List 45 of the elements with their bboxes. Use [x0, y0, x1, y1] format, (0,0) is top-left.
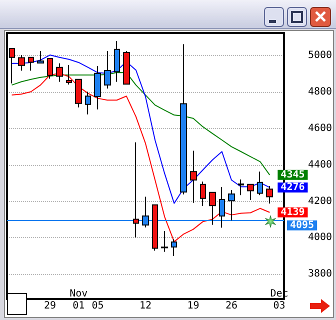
- line-series: [11, 72, 270, 242]
- line-series: [11, 54, 270, 204]
- candlestick: [266, 186, 273, 204]
- candlestick: [18, 54, 25, 72]
- candlestick: [123, 50, 130, 85]
- candlestick: [209, 192, 216, 226]
- candlestick: [247, 184, 254, 201]
- y-tick-label: 4800: [308, 86, 332, 98]
- x-tick-label: 05: [92, 300, 104, 312]
- y-tick-label: 3800: [308, 268, 332, 280]
- y-tick-label: 4000: [308, 232, 332, 244]
- candlestick: [133, 142, 139, 238]
- candlestick: [152, 204, 158, 252]
- y-tick-label: 4600: [308, 123, 332, 134]
- candlestick: [56, 62, 63, 82]
- y-tick-label: 4200: [308, 196, 332, 207]
- candlestick: [75, 78, 82, 108]
- candlestick: [47, 58, 53, 80]
- candlestick: [85, 91, 91, 115]
- y-tick-label: 5000: [308, 50, 332, 62]
- candlestick: [190, 150, 197, 204]
- y-tick-label: 4400: [308, 159, 332, 170]
- data-label: 4345: [280, 169, 305, 180]
- candlestick: [114, 40, 120, 82]
- x-tick-label: 19: [187, 300, 200, 312]
- x-tick-label: Nov 01: [70, 288, 88, 312]
- candlestick: [257, 171, 263, 196]
- candlestick: [9, 48, 15, 84]
- candlestick: [104, 50, 111, 89]
- candlestick: [28, 56, 34, 72]
- candlestick: [171, 238, 177, 257]
- ref-line-label: 4095: [290, 220, 314, 231]
- data-label: 4139: [280, 206, 305, 218]
- x-tick-label: 12: [139, 300, 152, 312]
- x-tick-label: 26: [225, 300, 238, 312]
- x-tick-label: 29: [44, 300, 56, 312]
- candlestick: [37, 50, 44, 64]
- candlestick: [161, 230, 168, 252]
- candlestick: [180, 44, 187, 195]
- line-series: [11, 72, 270, 176]
- candlestick: [238, 178, 244, 196]
- data-label: 4276: [280, 182, 305, 193]
- candlestick: [66, 64, 72, 85]
- candlestick: [94, 66, 101, 110]
- candlestick: [200, 181, 206, 207]
